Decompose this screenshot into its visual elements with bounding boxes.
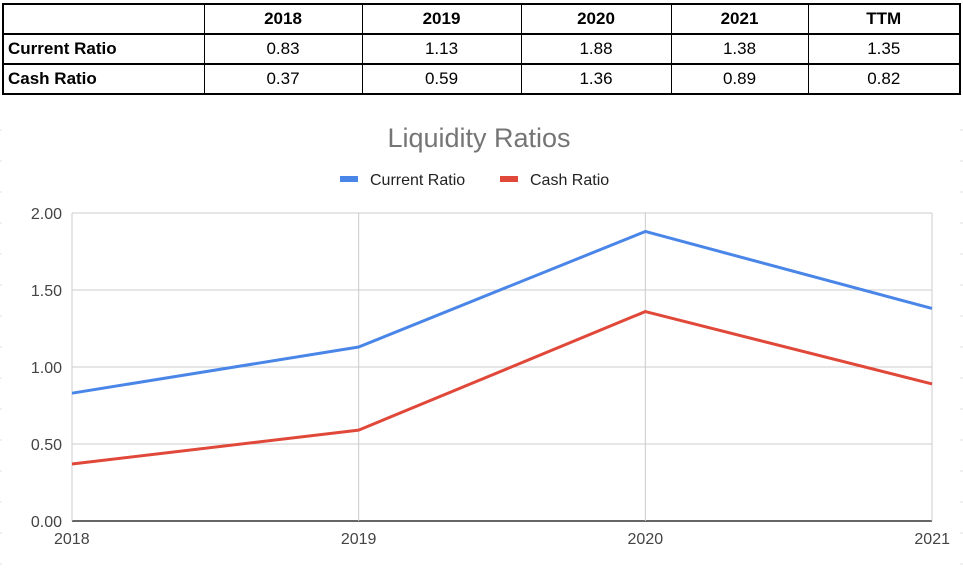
x-tick-label: 2019 [341, 531, 377, 548]
table-cell[interactable]: 0.59 [361, 63, 522, 95]
table-cell[interactable]: 0.37 [203, 63, 363, 95]
legend-label: Cash Ratio [530, 172, 609, 189]
y-tick-label: 0.00 [31, 514, 62, 531]
column-header[interactable]: 2021 [670, 3, 809, 35]
series-line-current-ratio[interactable] [71, 229, 933, 395]
x-tick-label: 2020 [628, 531, 664, 548]
liquidity-chart[interactable]: Liquidity Ratios Current Ratio Cash Ratio… [2, 101, 960, 571]
chart-canvas: Liquidity Ratios Current Ratio Cash Ratio… [31, 123, 950, 548]
y-tick-label: 1.00 [31, 360, 62, 377]
row-label[interactable]: Current Ratio [2, 33, 205, 65]
table-cell[interactable]: 1.38 [670, 33, 809, 65]
legend-label: Current Ratio [370, 172, 465, 189]
chart-axis-labels: 0.00 0.50 1.00 1.50 2.00 2018 2019 2020 2021 [31, 206, 950, 548]
table-cell[interactable]: 0.89 [670, 63, 809, 95]
table-row-cash-ratio: Cash Ratio 0.37 0.59 1.36 0.89 0.82 [2, 63, 961, 95]
column-header[interactable]: 2018 [203, 3, 363, 35]
chart-gridlines [71, 212, 933, 522]
table-cell[interactable]: 1.35 [807, 33, 961, 65]
chart-series [71, 229, 933, 466]
table-cell[interactable]: 1.36 [520, 63, 672, 95]
column-header[interactable]: 2020 [520, 3, 672, 35]
table-corner-cell[interactable] [3, 4, 205, 35]
ratios-table: 2018 2019 2020 2021 TTM Current Ratio 0.… [2, 3, 961, 95]
table-cell[interactable]: 1.13 [361, 33, 522, 65]
chart-title: Liquidity Ratios [387, 123, 570, 153]
legend-swatch [500, 176, 518, 182]
series-line-cash-ratio[interactable] [71, 310, 933, 466]
y-tick-label: 0.50 [31, 437, 62, 454]
y-tick-label: 2.00 [31, 206, 62, 223]
column-header[interactable]: 2019 [361, 3, 522, 35]
row-label[interactable]: Cash Ratio [2, 63, 205, 95]
table-header-row: 2018 2019 2020 2021 TTM [3, 3, 961, 35]
column-header[interactable]: TTM [807, 3, 961, 35]
table-cell[interactable]: 0.83 [203, 33, 363, 65]
chart-legend[interactable]: Current Ratio Cash Ratio [340, 172, 609, 189]
x-tick-label: 2021 [914, 531, 950, 548]
legend-swatch [340, 176, 358, 182]
table-row-current-ratio: Current Ratio 0.83 1.13 1.88 1.38 1.35 [2, 33, 961, 65]
table-cell[interactable]: 1.88 [520, 33, 672, 65]
x-tick-label: 2018 [54, 531, 90, 548]
y-tick-label: 1.50 [31, 283, 62, 300]
table-cell[interactable]: 0.82 [807, 63, 961, 95]
